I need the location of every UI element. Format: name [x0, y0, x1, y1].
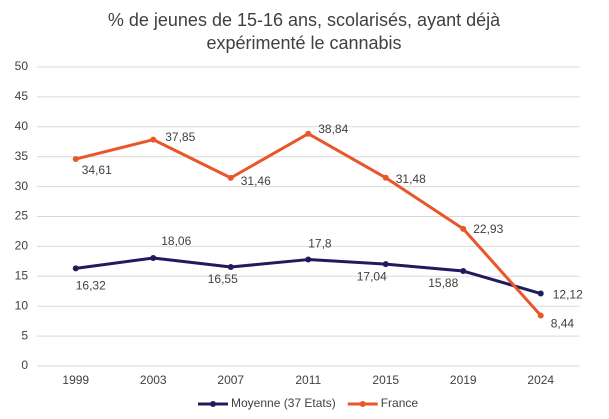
x-tick-label: 2011	[295, 373, 321, 387]
series-line	[75, 132, 542, 317]
legend-label: France	[381, 396, 419, 410]
data-label: 38,84	[318, 122, 348, 136]
point	[227, 264, 234, 271]
point	[72, 156, 79, 163]
data-label: 17,8	[308, 237, 332, 251]
x-tick-label: 1999	[62, 373, 89, 387]
data-label: 17,04	[357, 269, 387, 283]
x-tick-label: 2007	[217, 373, 244, 387]
x-tick-label: 2015	[372, 373, 399, 387]
data-label: 16,32	[76, 279, 106, 293]
data-label: 8,44	[551, 317, 575, 331]
y-tick-label: 40	[15, 119, 29, 133]
series-line	[75, 256, 542, 295]
point	[382, 261, 389, 268]
data-label: 31,48	[396, 172, 426, 186]
x-tick-label: 2019	[450, 373, 477, 387]
y-tick-label: 5	[21, 328, 28, 342]
data-label: 34,61	[82, 163, 112, 177]
y-tick-label: 20	[15, 239, 29, 253]
data-label: 12,12	[553, 288, 583, 302]
data-label: 15,88	[428, 276, 458, 290]
y-tick-label: 0	[21, 358, 28, 372]
y-tick-label: 45	[15, 89, 29, 103]
point	[382, 174, 389, 181]
point	[72, 265, 79, 272]
data-label: 31,46	[241, 174, 271, 188]
point	[227, 174, 234, 181]
point	[537, 290, 544, 297]
data-label: 22,93	[473, 222, 503, 236]
chart-title: % de jeunes de 15-16 ans, scolarisés, ay…	[107, 10, 501, 53]
point	[537, 312, 544, 319]
point	[150, 255, 157, 262]
point	[460, 225, 467, 232]
x-tick-label: 2003	[140, 373, 167, 387]
y-tick-label: 15	[15, 268, 29, 282]
data-label: 18,06	[161, 234, 191, 248]
point	[305, 130, 312, 137]
y-tick-label: 10	[15, 298, 29, 312]
y-tick-label: 50	[15, 59, 29, 73]
point	[150, 136, 157, 143]
legend-marker	[359, 401, 366, 407]
point	[305, 256, 312, 263]
data-label: 37,85	[165, 130, 195, 144]
y-tick-label: 35	[15, 149, 29, 163]
point	[460, 268, 467, 275]
legend-marker	[210, 401, 216, 407]
legend-label: Moyenne (37 Etats)	[231, 396, 336, 410]
y-tick-label: 25	[15, 209, 29, 223]
y-tick-label: 30	[15, 179, 29, 193]
data-label: 16,55	[208, 272, 238, 286]
x-tick-label: 2024	[527, 373, 554, 387]
